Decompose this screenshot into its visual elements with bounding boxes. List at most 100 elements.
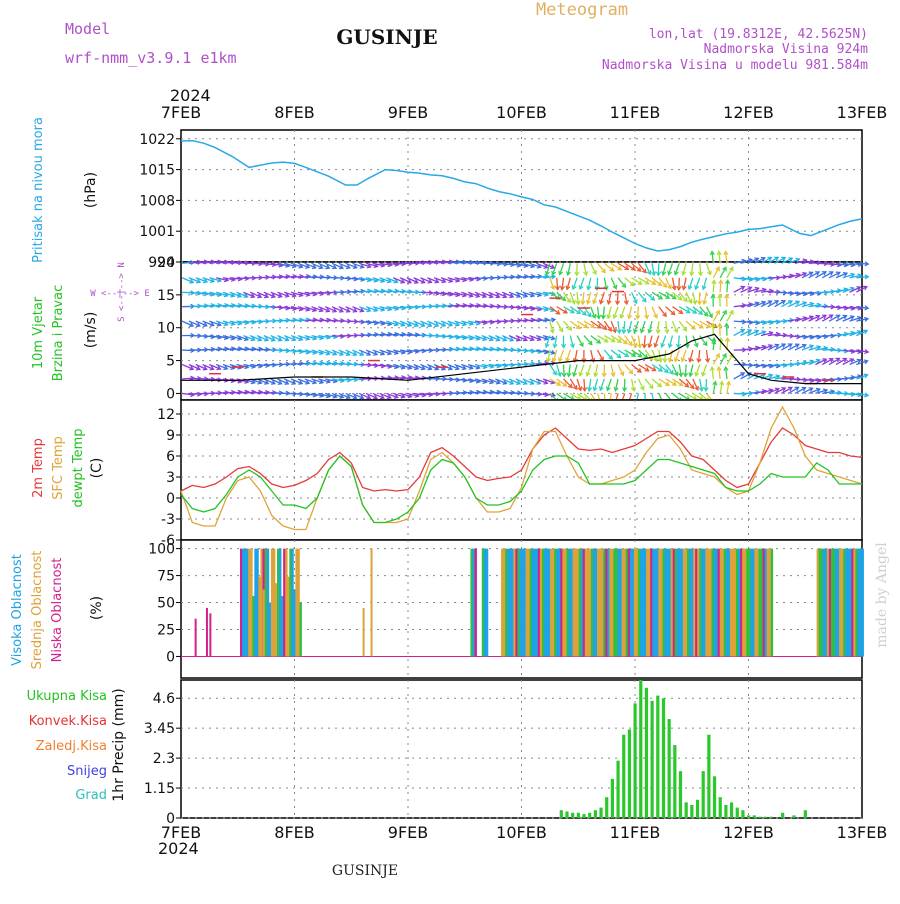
cloud-unit: (%) [89, 596, 105, 620]
cloud-bar [679, 549, 681, 657]
cloud-bar [611, 549, 613, 657]
cloud-bar [685, 549, 687, 657]
cloud-bar [587, 549, 589, 657]
cloud-bar [693, 549, 695, 657]
precip-legend-conv: Konvek.Kisa [29, 714, 107, 729]
cloud-bar [720, 549, 722, 657]
xtick-bottom-label: 10FEB [496, 823, 547, 842]
cloud-bar [626, 549, 628, 657]
precip-bar [571, 813, 574, 818]
cloud-bar [687, 549, 689, 657]
2-ytick-label: 6 [166, 449, 175, 465]
cloud-bar [575, 549, 577, 657]
wind-label-1: 10m Vjetar [31, 296, 46, 369]
cloud-bar [701, 549, 703, 657]
cloud-bar [634, 549, 636, 657]
cloud-bar [652, 549, 654, 657]
cloud-label-high: Visoka Oblacnost [10, 554, 25, 666]
xtick-top-label: 12FEB [723, 103, 774, 122]
precip-legend-snow: Snijeg [67, 764, 107, 779]
cloud-bar [697, 549, 699, 657]
precip-bar [622, 735, 625, 818]
cloud-bar [740, 549, 742, 657]
cloud-bar [293, 590, 295, 657]
cloud-bar [732, 549, 734, 657]
cloud-bar [665, 549, 667, 657]
cloud-bar [632, 549, 634, 657]
precip-panel: 01.152.33.454.6 [144, 680, 862, 827]
cloud-bar [642, 549, 644, 657]
cloud-bar [482, 549, 484, 657]
0-ytick-label: 1008 [139, 193, 175, 209]
cloud-bar [256, 549, 258, 657]
cloud-bar [851, 549, 853, 657]
cloud-bar [254, 549, 256, 657]
cloud-bar [601, 549, 603, 657]
cloud-bar [671, 549, 673, 657]
cloud-bar [566, 549, 568, 657]
cloud-bar [530, 549, 532, 657]
cloud-bar [754, 549, 756, 657]
cloud-bar [689, 549, 691, 657]
cloud-bar [505, 549, 507, 657]
cloud-bar [640, 549, 642, 657]
precip-bar [707, 735, 710, 818]
cloud-bar [711, 549, 713, 657]
cloud-bar [246, 549, 248, 657]
cloud-bar-low [195, 619, 197, 657]
cloud-bar [564, 549, 566, 657]
precip-bar [736, 808, 739, 818]
precip-bar [588, 813, 591, 818]
3-ytick-label: 50 [157, 596, 175, 612]
precip-bar [747, 815, 750, 818]
cloud-bar [827, 549, 829, 657]
model-name: wrf-nmm_v3.9.1 e1km [65, 49, 237, 67]
cloud-bar [703, 549, 705, 657]
precip-bar [565, 811, 568, 818]
2-ytick-label: 0 [166, 491, 175, 507]
cloud-bar [585, 549, 587, 657]
cloud-bar-low [206, 608, 208, 657]
cloud-bar [769, 549, 771, 657]
precip-bar [577, 813, 580, 818]
precip-bar [605, 797, 608, 818]
cloud-bar [683, 549, 685, 657]
cloud-bar [699, 549, 701, 657]
cloud-bar [860, 549, 862, 657]
xtick-bottom-label: 9FEB [388, 823, 428, 842]
cloud-bar [829, 549, 831, 657]
cloud-bar [501, 549, 503, 657]
xtick-top-label: 10FEB [496, 103, 547, 122]
cloud-bar [269, 603, 271, 657]
3-ytick-label: 25 [157, 622, 175, 638]
precip-bar [651, 701, 654, 818]
cloud-bar [622, 549, 624, 657]
precip-bar [753, 815, 756, 818]
temp-label-1: 2m Temp [31, 438, 46, 498]
cloud-bar [716, 549, 718, 657]
4-ytick-label: 4.6 [153, 691, 175, 707]
cloud-bar [511, 549, 513, 657]
precip-bar [594, 810, 597, 818]
cloud-bar [730, 549, 732, 657]
cloud-bar [726, 549, 728, 657]
cloud-bar [244, 549, 246, 657]
cloud-bar [658, 549, 660, 657]
wind-arrow [658, 263, 659, 275]
cloud-bar [552, 549, 554, 657]
model-label: Model [65, 20, 110, 38]
cloud-bar [554, 549, 556, 657]
precip-bar [639, 680, 642, 818]
cloud-bar [843, 549, 845, 657]
cloud-bar [609, 549, 611, 657]
cloud-bar [705, 549, 707, 657]
cloud-bar [484, 549, 486, 657]
precip-bar [713, 776, 716, 818]
cloud-bar [819, 549, 821, 657]
1-ytick-label: 20 [157, 255, 175, 271]
cloud-bar [472, 549, 474, 657]
cloud-bar [837, 549, 839, 657]
